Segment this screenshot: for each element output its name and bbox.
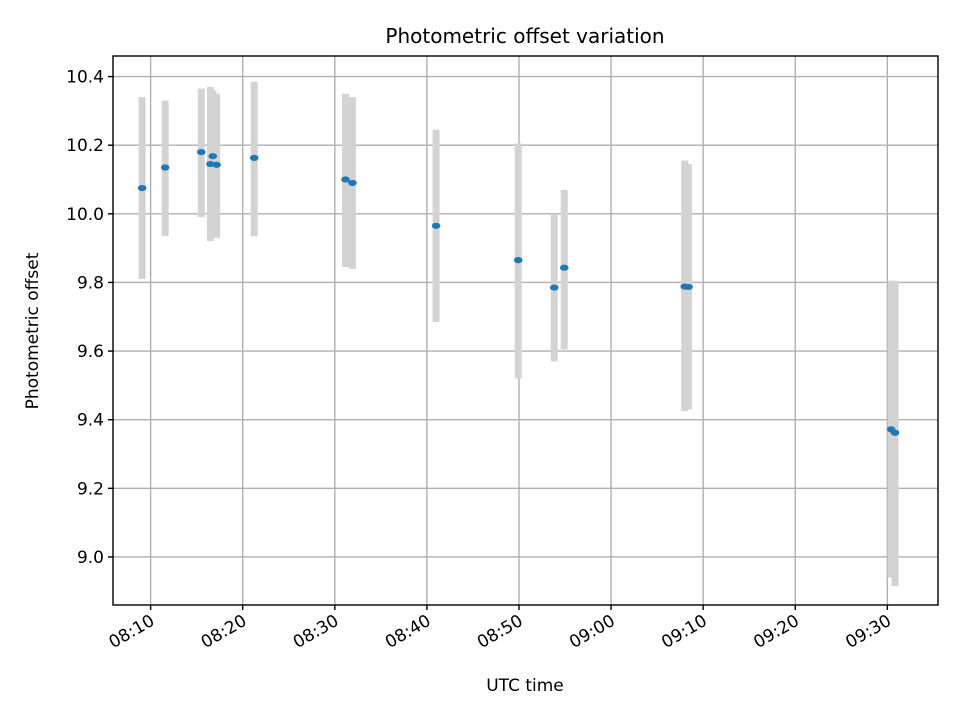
data-point [196, 148, 206, 156]
data-point [212, 161, 221, 168]
data-point [559, 264, 569, 271]
data-point [160, 164, 170, 171]
x-axis-label: UTC time [486, 676, 564, 696]
grid [113, 56, 938, 605]
data-point [208, 153, 218, 160]
data-point [549, 284, 559, 291]
data-point [341, 176, 350, 183]
y-tick-label: 9.2 [77, 479, 104, 499]
data-point [348, 179, 357, 187]
y-axis-label: Photometric offset [23, 252, 43, 409]
y-tick-label: 10.0 [66, 205, 104, 225]
data-point [431, 222, 441, 229]
data-point [684, 283, 693, 291]
y-tick-label: 9.8 [77, 273, 104, 293]
data-point [137, 185, 147, 192]
y-axis: 9.0 9.2 9.4 9.6 9.8 10.0 10.2 10.4 [66, 68, 113, 568]
data-point [513, 257, 523, 264]
y-tick-label: 9.4 [77, 411, 104, 431]
data-point [890, 429, 900, 436]
plot-frame [112, 55, 939, 606]
data-point [249, 154, 259, 162]
y-tick-label: 10.4 [66, 68, 104, 88]
y-tick-label: 9.6 [77, 342, 104, 362]
y-tick-label: 9.0 [77, 548, 104, 568]
data-points [137, 148, 900, 436]
chart-title: Photometric offset variation [385, 24, 664, 48]
y-tick-label: 10.2 [66, 136, 104, 156]
